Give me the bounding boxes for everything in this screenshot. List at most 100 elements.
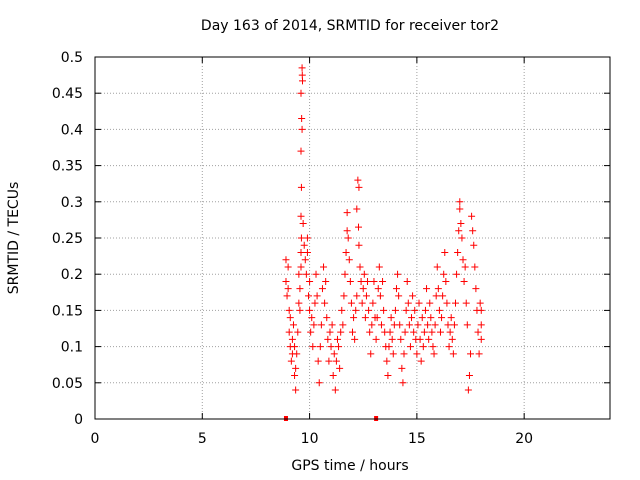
data-point: [307, 328, 315, 336]
data-point: [341, 270, 349, 278]
data-point: [405, 321, 413, 329]
data-point: [402, 306, 410, 314]
y-tick-label: 0.2: [61, 267, 83, 283]
data-point: [295, 270, 303, 278]
data-point: [325, 357, 333, 365]
data-point: [414, 321, 422, 329]
data-point: [379, 277, 387, 285]
data-point: [475, 350, 483, 358]
data-point: [314, 357, 322, 365]
data-point: [346, 277, 354, 285]
data-point: [441, 248, 449, 256]
y-tick-label: 0.05: [52, 376, 83, 392]
data-point: [429, 343, 437, 351]
data-point: [284, 285, 292, 293]
data-point: [474, 328, 482, 336]
data-point: [471, 263, 479, 271]
data-point: [374, 285, 382, 293]
data-point: [409, 292, 417, 300]
x-tick-label: 5: [198, 431, 207, 447]
data-point: [426, 299, 434, 307]
data-point: [421, 306, 429, 314]
data-point: [394, 270, 402, 278]
chart-title: Day 163 of 2014, SRMTID for receiver tor…: [201, 18, 499, 34]
data-point: [375, 263, 383, 271]
data-point: [446, 328, 454, 336]
data-point: [356, 263, 364, 271]
data-point: [403, 277, 411, 285]
data-point: [282, 277, 290, 285]
data-point: [411, 306, 419, 314]
data-point: [404, 299, 412, 307]
data-point: [425, 335, 433, 343]
data-point: [285, 306, 293, 314]
data-point: [370, 277, 378, 285]
data-point: [317, 321, 325, 329]
data-point: [286, 314, 294, 322]
data-point: [415, 299, 423, 307]
data-point: [428, 328, 436, 336]
data-point: [416, 335, 424, 343]
data-point: [417, 357, 425, 365]
data-point: [385, 343, 393, 351]
data-point: [457, 220, 465, 228]
data-point: [349, 328, 356, 336]
data-point: [337, 328, 345, 336]
data-point: [326, 328, 334, 336]
data-point: [360, 270, 368, 278]
data-point: [301, 256, 309, 264]
data-point: [295, 299, 303, 307]
data-point: [396, 321, 404, 329]
data-point: [423, 285, 431, 293]
data-point: [350, 314, 358, 322]
x-tick-label: 15: [408, 431, 426, 447]
data-point: [312, 270, 320, 278]
data-point: [297, 212, 305, 220]
y-tick-label: 0: [74, 412, 83, 428]
data-point: [323, 314, 331, 322]
data-point: [355, 223, 363, 231]
data-point: [343, 227, 351, 235]
data-point: [284, 263, 292, 271]
data-point: [456, 205, 464, 213]
data-point: [362, 292, 370, 300]
data-point: [345, 256, 353, 264]
data-point: [386, 328, 394, 336]
data-point: [368, 321, 376, 329]
y-axis-label: SRMTID / TECUs: [6, 182, 22, 295]
data-point: [353, 205, 361, 213]
data-point: [472, 285, 480, 293]
data-point: [352, 306, 360, 314]
data-point: [342, 248, 350, 256]
data-point: [296, 285, 304, 293]
data-point: [465, 372, 473, 380]
data-point: [455, 227, 463, 235]
data-point: [449, 350, 457, 358]
data-point: [306, 306, 314, 314]
data-point: [310, 321, 318, 329]
data-point: [388, 335, 396, 343]
data-point: [293, 350, 301, 358]
data-point: [372, 335, 380, 343]
data-point: [445, 343, 453, 351]
data-point: [442, 277, 450, 285]
data-point: [289, 321, 297, 329]
data-point: [320, 263, 328, 271]
data-point: [298, 125, 306, 133]
x-axis-label: GPS time / hours: [291, 458, 408, 474]
y-tick-label: 0.35: [52, 159, 83, 175]
data-point: [408, 314, 416, 322]
y-tick-label: 0.4: [61, 122, 83, 138]
data-point: [297, 234, 305, 242]
data-point: [427, 314, 435, 322]
data-point: [338, 306, 346, 314]
data-point: [389, 350, 397, 358]
data-point: [333, 335, 341, 343]
plot-frame: [94, 56, 611, 420]
data-point: [303, 248, 311, 256]
data-point: [397, 335, 405, 343]
data-point: [438, 314, 446, 322]
data-point: [401, 328, 409, 336]
y-tick-label: 0.1: [61, 340, 83, 356]
